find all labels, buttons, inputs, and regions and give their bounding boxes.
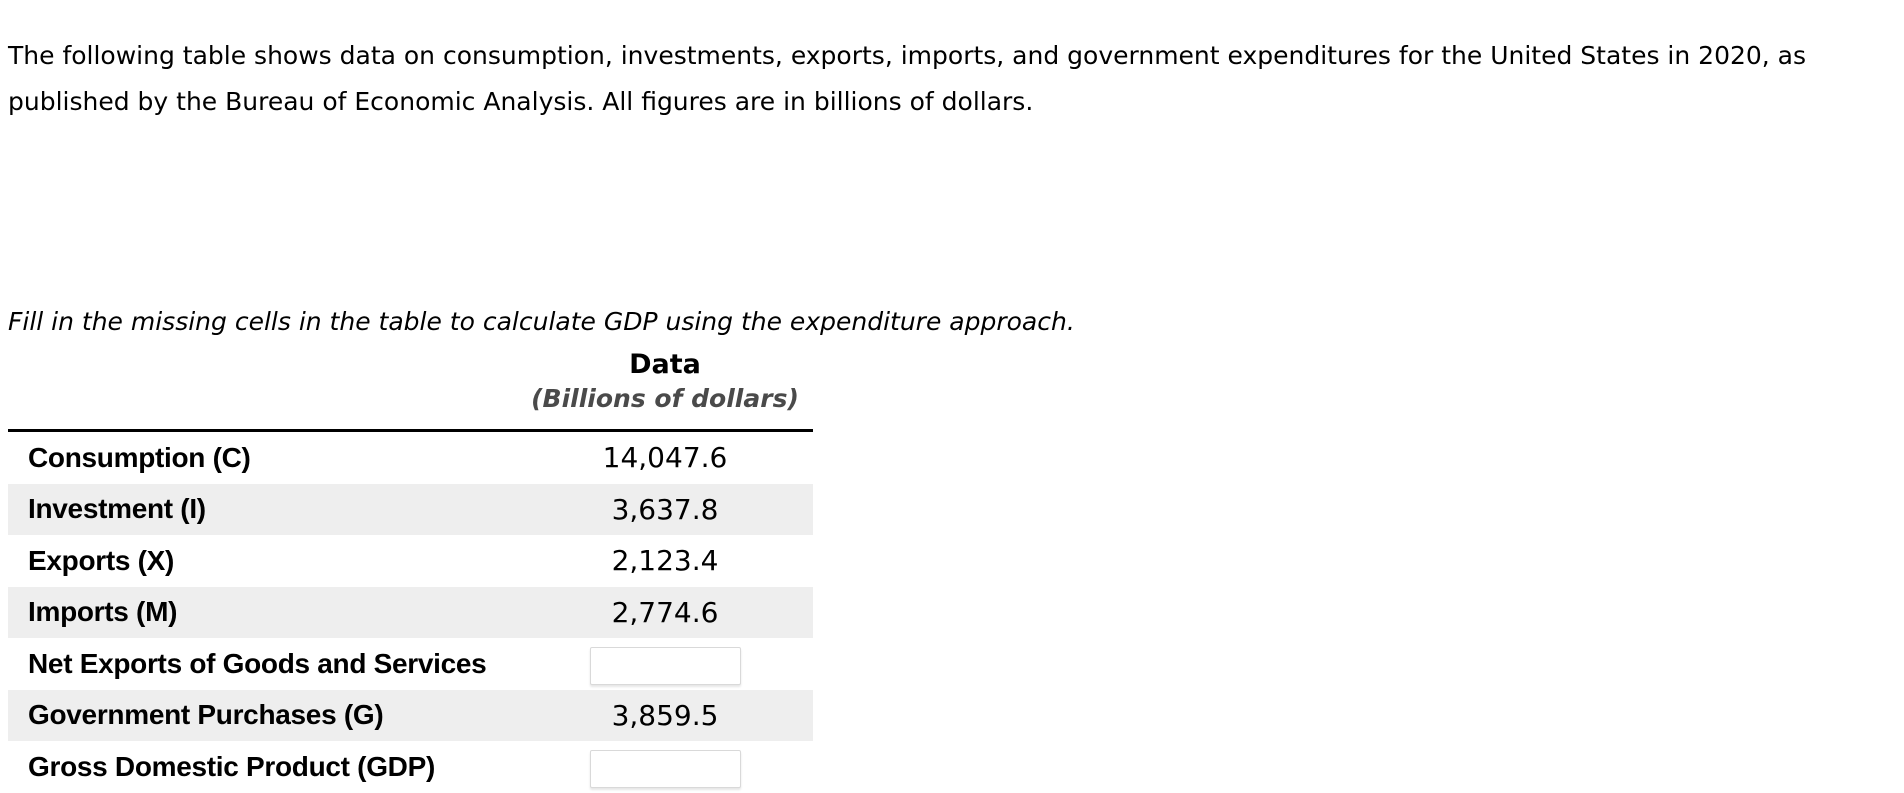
table-row-exports: Exports (X) 2,123.4	[8, 535, 813, 587]
row-value: 14,047.6	[602, 441, 728, 475]
table-row-net-exports: Net Exports of Goods and Services	[8, 638, 813, 690]
table-row-investment: Investment (I) 3,637.8	[8, 483, 813, 535]
instruction-text: Fill in the missing cells in the table t…	[8, 307, 1075, 336]
net-exports-input[interactable]	[589, 646, 741, 685]
row-value: 3,637.8	[611, 492, 719, 526]
row-value: 2,123.4	[611, 544, 719, 578]
column-header-data: Data	[629, 349, 701, 380]
row-value: 2,774.6	[611, 595, 719, 629]
intro-paragraph: The following table shows data on consum…	[8, 41, 1807, 116]
table-row-gdp: Gross Domestic Product (GDP)	[8, 741, 813, 793]
table-header: Data (Billions of dollars)	[8, 340, 813, 432]
row-label: Consumption (C)	[28, 441, 251, 473]
row-label: Gross Domestic Product (GDP)	[28, 750, 436, 782]
row-label: Investment (I)	[28, 493, 206, 525]
gdp-data-table: Data (Billions of dollars) Consumption (…	[8, 340, 813, 793]
table-row-consumption: Consumption (C) 14,047.6	[8, 432, 813, 484]
row-value: 3,859.5	[611, 698, 719, 732]
row-label: Government Purchases (G)	[28, 699, 384, 731]
header-value-column: Data (Billions of dollars)	[517, 340, 813, 416]
row-value-input-wrap	[517, 746, 813, 788]
row-label: Imports (M)	[28, 596, 178, 628]
gdp-input[interactable]	[589, 749, 741, 788]
table-row-imports: Imports (M) 2,774.6	[8, 586, 813, 638]
row-label: Exports (X)	[28, 544, 175, 576]
row-label: Net Exports of Goods and Services	[28, 647, 487, 679]
table-row-government-purchases: Government Purchases (G) 3,859.5	[8, 689, 813, 741]
column-header-units: (Billions of dollars)	[531, 384, 799, 413]
header-spacer	[8, 340, 517, 416]
row-value-input-wrap	[517, 643, 813, 685]
